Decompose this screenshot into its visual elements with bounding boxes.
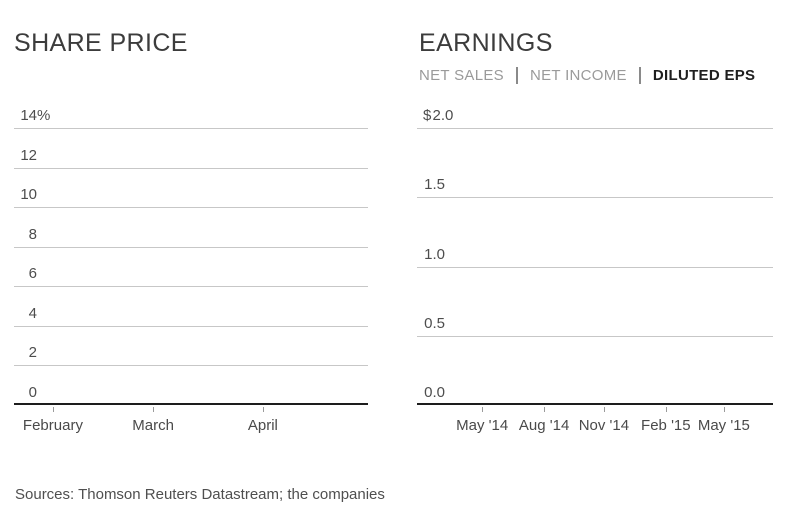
x-tick-label: May '14	[456, 417, 509, 434]
earnings-metric-tabs: NET SALES NET INCOME DILUTED EPS	[419, 64, 755, 86]
gridline	[14, 168, 368, 169]
tab-net-sales[interactable]: NET SALES	[419, 66, 504, 84]
x-tick-label: April	[247, 417, 278, 434]
gridline	[14, 365, 368, 366]
y-tick-label: 4	[28, 305, 37, 322]
tab-net-income[interactable]: NET INCOME	[529, 66, 627, 84]
y-tick-label: 1.0	[424, 246, 445, 263]
x-tick-mark	[603, 407, 605, 412]
gridline	[417, 128, 773, 129]
gridline	[417, 267, 773, 268]
x-tick-label: Feb '15	[641, 417, 691, 434]
x-tick-mark	[482, 407, 484, 412]
tab-diluted-eps[interactable]: DILUTED EPS	[652, 66, 756, 84]
axis-baseline	[417, 403, 773, 405]
share-price-title: SHARE PRICE	[14, 29, 188, 57]
gridline	[14, 128, 368, 129]
x-tick-label: Aug '14	[518, 417, 570, 434]
y-tick-label: 0.0	[424, 384, 445, 401]
y-tick-label: 1.5	[424, 176, 445, 193]
y-tick-label: 0.5	[424, 315, 445, 332]
x-tick-mark	[52, 407, 54, 412]
y-tick-label: 10	[20, 186, 37, 203]
gridline	[417, 197, 773, 198]
y-tick-label: 2	[28, 344, 37, 361]
y-tick-label: 12	[20, 147, 37, 164]
x-tick-mark	[665, 407, 667, 412]
x-tick-mark	[153, 407, 155, 412]
x-tick-label: February	[22, 417, 83, 434]
y-tick-label: 14%	[20, 107, 51, 124]
y-tick-label: 6	[28, 265, 37, 282]
x-tick-mark	[544, 407, 546, 412]
x-tick-label: Nov '14	[578, 417, 630, 434]
gridline	[14, 207, 368, 208]
earnings-plot-area: $2.0 1.5 1.0 0.5 0.0 May '14 Aug '14 Nov '14 Feb…	[417, 107, 773, 434]
gridline	[14, 286, 368, 287]
gridline	[14, 326, 368, 327]
y-tick-label: 8	[28, 226, 37, 243]
tab-separator	[515, 66, 518, 84]
tab-separator	[638, 66, 641, 84]
x-tick-label: March	[132, 417, 174, 434]
sources-note: Sources: Thomson Reuters Datastream; the…	[15, 486, 385, 503]
y-tick-label: $2.0	[423, 107, 454, 124]
x-tick-mark	[723, 407, 725, 412]
gridline	[14, 247, 368, 248]
y-tick-label: 0	[28, 384, 37, 401]
share-price-plot-area: 14% 12 10 8 6 4 2 0 February March April	[14, 107, 368, 434]
gridline	[417, 336, 773, 337]
axis-baseline	[14, 403, 368, 405]
x-tick-mark	[262, 407, 264, 412]
earnings-title: EARNINGS	[419, 29, 553, 57]
x-tick-label: May '15	[697, 417, 750, 434]
